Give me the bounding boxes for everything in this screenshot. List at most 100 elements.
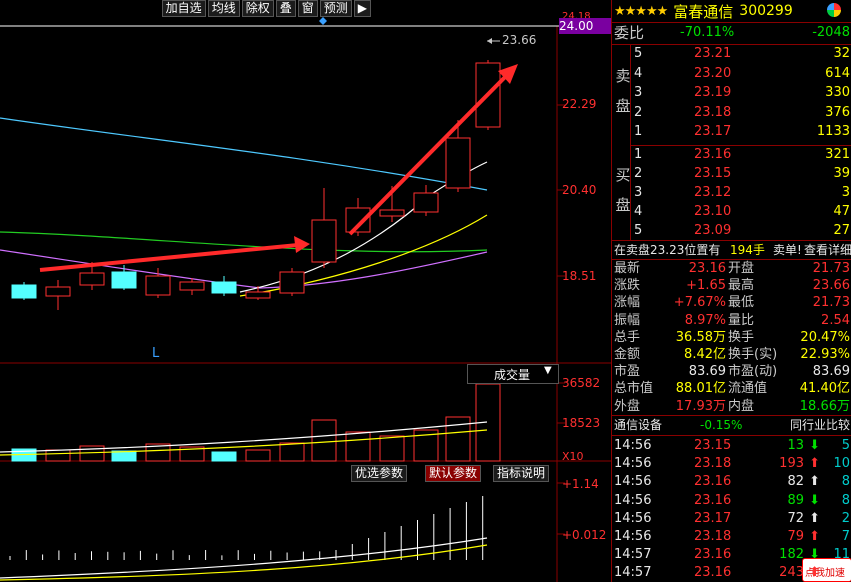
stat-label: 外盘 bbox=[614, 398, 641, 414]
sell-volume: 614 bbox=[825, 65, 850, 81]
industry-name[interactable]: 通信设备 bbox=[614, 418, 663, 432]
order-notice: 在卖盘23.23位置有 194手 卖单! 查看详细 bbox=[612, 241, 851, 259]
volume-bar[interactable] bbox=[179, 446, 205, 462]
sell-price: 23.19 bbox=[694, 85, 732, 100]
volume-tick: 18523 bbox=[562, 416, 601, 430]
tick-volume: 193 bbox=[779, 456, 804, 472]
volume-bar[interactable] bbox=[379, 435, 405, 462]
buy-row[interactable]: 5 23.09 27 bbox=[612, 222, 851, 240]
candlestick[interactable] bbox=[79, 262, 105, 290]
candlestick[interactable] bbox=[45, 280, 71, 310]
buy-level: 5 bbox=[634, 223, 643, 238]
volume-bar[interactable] bbox=[245, 449, 271, 462]
stat-value: 22.93% bbox=[800, 347, 850, 362]
buy-row[interactable]: 3 23.12 3 bbox=[612, 184, 851, 202]
stat-value: 88.01亿 bbox=[675, 381, 726, 397]
trend-arrow-1-head-icon bbox=[294, 236, 310, 253]
max-price-arrow-icon bbox=[487, 38, 492, 44]
sell-row[interactable]: 5 23.21 32 bbox=[612, 45, 851, 63]
trend-arrow-2 bbox=[348, 72, 510, 236]
candlestick[interactable] bbox=[211, 276, 237, 296]
quote-stat-row: 外盘 17.93万 内盘 18.66万 bbox=[612, 398, 851, 416]
candlestick[interactable] bbox=[111, 265, 137, 290]
buy-row[interactable]: 1 23.16 321 bbox=[612, 146, 851, 164]
stat-value: 36.58万 bbox=[675, 329, 726, 345]
play-icon[interactable]: ▶ bbox=[353, 0, 371, 17]
candlestick[interactable] bbox=[279, 268, 305, 296]
stat-value: 18.66万 bbox=[799, 398, 850, 414]
default-params-button[interactable]: 默认参数 bbox=[425, 465, 482, 482]
buy-volume: 47 bbox=[833, 204, 850, 219]
add-watchlist-button[interactable]: 加自选 bbox=[161, 0, 206, 17]
stat-label: 换手(实) bbox=[728, 347, 778, 362]
volume-bar[interactable] bbox=[211, 451, 237, 462]
optimal-params-button[interactable]: 优选参数 bbox=[351, 465, 408, 482]
trade-tick-row: 14:56 23.16 82 ⬆ 8 bbox=[612, 473, 851, 491]
weibi-label: 委比 bbox=[614, 24, 645, 42]
stat-label: 市盈 bbox=[614, 364, 641, 380]
indicator-help-button[interactable]: 指标说明 bbox=[493, 465, 550, 482]
volume-bar[interactable] bbox=[111, 450, 137, 462]
sell-price: 23.17 bbox=[694, 124, 732, 139]
quote-stat-row: 涨幅 +7.67% 最低 21.73 bbox=[612, 294, 851, 312]
buy-price: 23.10 bbox=[694, 204, 732, 219]
volume-bar[interactable] bbox=[145, 443, 171, 462]
trade-tick-row: 14:57 23.16 182 ⬇ 11 bbox=[612, 546, 851, 564]
ma-line-magenta bbox=[0, 249, 488, 289]
candlestick[interactable] bbox=[11, 282, 37, 300]
ex-right-button[interactable]: 除权 bbox=[241, 0, 274, 17]
tick-price: 23.16 bbox=[694, 474, 732, 490]
buy-level: 2 bbox=[634, 166, 643, 181]
volume-bar[interactable] bbox=[45, 449, 71, 462]
speed-up-label: 点我加速 bbox=[805, 568, 845, 579]
tick-price: 23.16 bbox=[694, 492, 732, 508]
kline-chart-canvas[interactable] bbox=[0, 0, 611, 582]
stat-value: 2.54 bbox=[821, 312, 850, 328]
sell-row[interactable]: 2 23.18 376 bbox=[612, 104, 851, 122]
volume-bar[interactable] bbox=[311, 419, 337, 462]
buy-row[interactable]: 4 23.10 47 bbox=[612, 203, 851, 221]
volume-bar[interactable] bbox=[345, 431, 371, 462]
tick-time: 14:56 bbox=[614, 529, 652, 544]
arrow-up-icon: ⬆ bbox=[809, 529, 820, 544]
candlestick[interactable] bbox=[145, 268, 171, 298]
ma-line-cyan bbox=[0, 117, 488, 191]
candlestick[interactable] bbox=[413, 185, 439, 216]
stat-label: 量比 bbox=[728, 312, 755, 328]
stock-name[interactable]: 富春通信 bbox=[673, 2, 734, 21]
stat-label: 涨跌 bbox=[614, 278, 641, 294]
volume-indicator-dropdown[interactable]: 成交量 ▼ bbox=[467, 364, 559, 384]
overlay-button[interactable]: 叠 bbox=[275, 0, 296, 17]
stat-value: 21.73 bbox=[812, 295, 850, 311]
tick-price: 23.18 bbox=[694, 456, 732, 472]
sell-level: 1 bbox=[634, 124, 643, 139]
tick-volume: 79 bbox=[787, 529, 804, 544]
forecast-button[interactable]: 预测 bbox=[319, 0, 352, 17]
rating-stars-icon: ★★★★★ bbox=[614, 3, 668, 19]
candlestick[interactable] bbox=[311, 188, 337, 268]
buy-price: 23.16 bbox=[694, 147, 732, 162]
candlestick[interactable] bbox=[179, 278, 205, 295]
notice-detail-link[interactable]: 查看详细 bbox=[804, 243, 851, 257]
stat-value: +1.65 bbox=[686, 278, 726, 294]
window-button[interactable]: 窗 bbox=[297, 0, 318, 17]
volume-bar[interactable] bbox=[279, 442, 305, 462]
ma-button[interactable]: 均线 bbox=[207, 0, 240, 17]
sell-row[interactable]: 3 23.19 330 bbox=[612, 84, 851, 102]
weibi-diff: -2048 bbox=[812, 25, 850, 40]
kline-chart-area[interactable]: 加自选 均线 除权 叠 窗 预测 ▶ 24.18 24.00 22.29 20.… bbox=[0, 0, 611, 582]
industry-compare-button[interactable]: 同行业比较 bbox=[789, 418, 850, 432]
candlestick[interactable] bbox=[445, 120, 471, 192]
arrow-up-icon: ⬆ bbox=[809, 474, 820, 490]
candlestick[interactable] bbox=[245, 286, 271, 300]
buy-row[interactable]: 2 23.15 39 bbox=[612, 165, 851, 183]
sell-row[interactable]: 1 23.17 1133 bbox=[612, 123, 851, 141]
sell-volume: 1133 bbox=[816, 124, 850, 139]
sell-level: 5 bbox=[634, 46, 643, 61]
tick-time: 14:57 bbox=[614, 565, 652, 581]
stat-value: 23.66 bbox=[812, 278, 850, 294]
chevron-down-icon: ▼ bbox=[544, 365, 552, 376]
vol-ma-white bbox=[0, 421, 488, 453]
stock-code[interactable]: 300299 bbox=[739, 3, 793, 19]
sell-row[interactable]: 4 23.20 614 bbox=[612, 65, 851, 83]
